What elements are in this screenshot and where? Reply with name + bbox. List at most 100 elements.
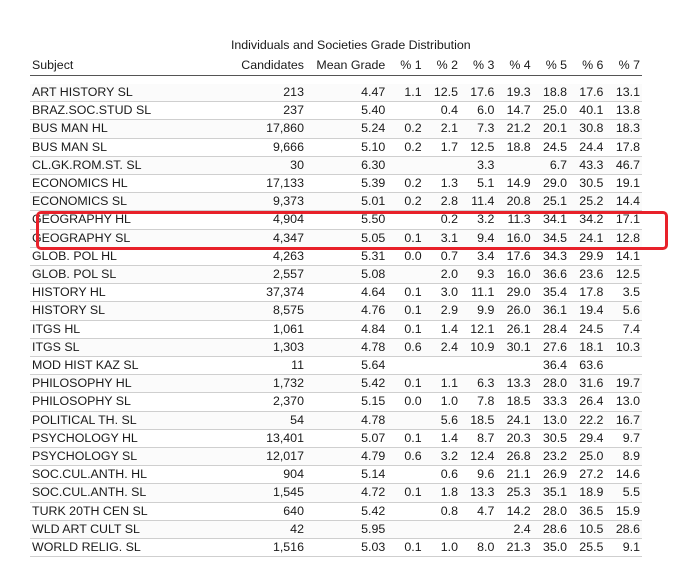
cell-pct-7: 5.5 bbox=[605, 483, 642, 503]
cell-pct-7: 8.9 bbox=[605, 447, 642, 467]
cell-mean-grade: 5.15 bbox=[305, 392, 388, 412]
cell-pct-4: 14.2 bbox=[496, 502, 533, 521]
cell-pct-2 bbox=[423, 520, 460, 540]
cell-pct-3: 6.3 bbox=[459, 374, 497, 394]
cell-pct-4: 14.7 bbox=[496, 101, 533, 121]
table-row: ECONOMICS SL 9,373 5.01 0.2 2.8 11.4 20.8 25.1 2… bbox=[30, 192, 642, 212]
cell-pct-5: 35.1 bbox=[532, 483, 570, 503]
cell-subject: WLD ART CULT SL bbox=[30, 520, 229, 540]
cell-subject: BUS MAN HL bbox=[30, 119, 229, 139]
cell-subject: BRAZ.SOC.STUD SL bbox=[30, 101, 229, 121]
header-row: Subject Candidates Mean Grade % 1 % 2 % … bbox=[30, 55, 642, 76]
cell-pct-2: 0.4 bbox=[423, 101, 460, 121]
cell-candidates: 4,347 bbox=[228, 229, 306, 248]
cell-pct-7: 17.8 bbox=[605, 138, 642, 157]
cell-pct-3: 9.9 bbox=[459, 301, 497, 321]
cell-pct-6: 29.4 bbox=[569, 429, 606, 449]
cell-pct-2: 2.8 bbox=[423, 192, 460, 212]
cell-pct-4: 20.3 bbox=[496, 429, 533, 449]
cell-pct-2: 2.0 bbox=[423, 265, 460, 285]
cell-pct-5: 26.9 bbox=[532, 465, 570, 485]
header-pct-7: % 7 bbox=[605, 55, 642, 76]
cell-subject: PSYCHOLOGY HL bbox=[30, 429, 229, 449]
cell-pct-5: 25.0 bbox=[532, 101, 570, 121]
cell-pct-3: 3.3 bbox=[459, 156, 497, 176]
cell-subject: GEOGRAPHY SL bbox=[30, 229, 229, 248]
cell-pct-3: 9.6 bbox=[459, 465, 497, 485]
cell-pct-4: 26.1 bbox=[496, 320, 533, 339]
cell-pct-2: 1.3 bbox=[423, 174, 460, 194]
cell-pct-7 bbox=[605, 356, 642, 376]
table-row: ITGS SL 1,303 4.78 0.6 2.4 10.9 30.1 27.6 18.1 10… bbox=[30, 338, 642, 358]
cell-mean-grade: 5.05 bbox=[305, 229, 388, 248]
cell-mean-grade: 5.01 bbox=[305, 192, 388, 212]
cell-pct-7: 14.6 bbox=[605, 465, 642, 485]
cell-mean-grade: 5.10 bbox=[305, 138, 388, 157]
table-body: ART HISTORY SL 213 4.47 1.1 12.5 17.6 19.3 18.8… bbox=[30, 76, 642, 558]
cell-pct-2: 2.1 bbox=[423, 119, 460, 139]
table-row: GEOGRAPHY HL 4,904 5.50 0.2 3.2 11.3 34.1 34.2 1… bbox=[30, 210, 642, 230]
cell-subject: PSYCHOLOGY SL bbox=[30, 447, 229, 467]
cell-pct-3: 8.7 bbox=[459, 429, 497, 449]
cell-candidates: 2,370 bbox=[228, 392, 306, 412]
cell-pct-7: 7.4 bbox=[605, 320, 642, 339]
cell-subject: HISTORY SL bbox=[30, 301, 229, 321]
cell-pct-7: 15.9 bbox=[605, 502, 642, 521]
cell-pct-6: 22.2 bbox=[569, 411, 606, 430]
cell-pct-1 bbox=[387, 520, 424, 540]
table-row: GLOB. POL HL 4,263 5.31 0.0 0.7 3.4 17.6 34.3 29… bbox=[30, 247, 642, 267]
cell-pct-3: 7.3 bbox=[459, 119, 497, 139]
cell-pct-1: 0.1 bbox=[387, 429, 424, 449]
cell-candidates: 9,373 bbox=[228, 192, 306, 212]
cell-candidates: 8,575 bbox=[228, 301, 306, 321]
cell-pct-2 bbox=[423, 356, 460, 376]
cell-pct-2: 1.1 bbox=[423, 374, 460, 394]
cell-pct-5: 35.4 bbox=[532, 283, 570, 303]
cell-pct-1: 0.2 bbox=[387, 192, 424, 212]
cell-pct-7: 9.7 bbox=[605, 429, 642, 449]
table-row: SOC.CUL.ANTH. SL 1,545 4.72 0.1 1.8 13.3 25.3 3… bbox=[30, 483, 642, 503]
cell-pct-6: 26.4 bbox=[569, 392, 606, 412]
cell-candidates: 17,133 bbox=[228, 174, 306, 194]
cell-pct-2: 1.4 bbox=[423, 429, 460, 449]
cell-pct-6: 34.2 bbox=[569, 210, 606, 230]
table-row: CL.GK.ROM.ST. SL 30 6.30 3.3 6.7 43.3 46.7 bbox=[30, 156, 642, 176]
cell-pct-6: 30.5 bbox=[569, 174, 606, 194]
cell-pct-6: 24.1 bbox=[569, 229, 606, 248]
cell-mean-grade: 4.76 bbox=[305, 301, 388, 321]
cell-pct-4: 29.0 bbox=[496, 283, 533, 303]
cell-subject: TURK 20TH CEN SL bbox=[30, 502, 229, 521]
cell-pct-1: 0.1 bbox=[387, 229, 424, 248]
cell-pct-3: 5.1 bbox=[459, 174, 497, 194]
cell-pct-7: 14.4 bbox=[605, 192, 642, 212]
cell-pct-6: 18.9 bbox=[569, 483, 606, 503]
cell-pct-2 bbox=[423, 156, 460, 176]
cell-pct-2: 3.1 bbox=[423, 229, 460, 248]
cell-pct-2: 1.7 bbox=[423, 138, 460, 157]
table-row: HISTORY SL 8,575 4.76 0.1 2.9 9.9 26.0 36.1 19.4… bbox=[30, 301, 642, 321]
cell-pct-3 bbox=[459, 356, 497, 376]
table-row: PSYCHOLOGY SL 12,017 4.79 0.6 3.2 12.4 26.8 23.… bbox=[30, 447, 642, 467]
cell-pct-3: 11.1 bbox=[459, 283, 497, 303]
cell-pct-7: 17.1 bbox=[605, 210, 642, 230]
cell-subject: ITGS SL bbox=[30, 338, 229, 358]
table-row: WLD ART CULT SL 42 5.95 2.4 28.6 10.5 28.6 bbox=[30, 520, 642, 540]
cell-mean-grade: 5.64 bbox=[305, 356, 388, 376]
cell-mean-grade: 4.79 bbox=[305, 447, 388, 467]
cell-mean-grade: 4.84 bbox=[305, 320, 388, 339]
group-title-row: Individuals and Societies Grade Distribu… bbox=[30, 36, 642, 55]
cell-pct-3: 18.5 bbox=[459, 411, 497, 430]
cell-candidates: 4,904 bbox=[228, 210, 306, 230]
cell-pct-5: 36.6 bbox=[532, 265, 570, 285]
cell-pct-6: 17.6 bbox=[569, 84, 606, 103]
cell-candidates: 213 bbox=[228, 84, 306, 103]
cell-pct-5: 28.0 bbox=[532, 502, 570, 521]
cell-pct-4 bbox=[496, 156, 533, 176]
cell-pct-3: 12.4 bbox=[459, 447, 497, 467]
cell-pct-1: 0.1 bbox=[387, 283, 424, 303]
cell-mean-grade: 4.78 bbox=[305, 411, 388, 430]
cell-pct-5: 13.0 bbox=[532, 411, 570, 430]
cell-candidates: 11 bbox=[228, 356, 306, 376]
cell-pct-1: 0.6 bbox=[387, 447, 424, 467]
cell-mean-grade: 5.07 bbox=[305, 429, 388, 449]
